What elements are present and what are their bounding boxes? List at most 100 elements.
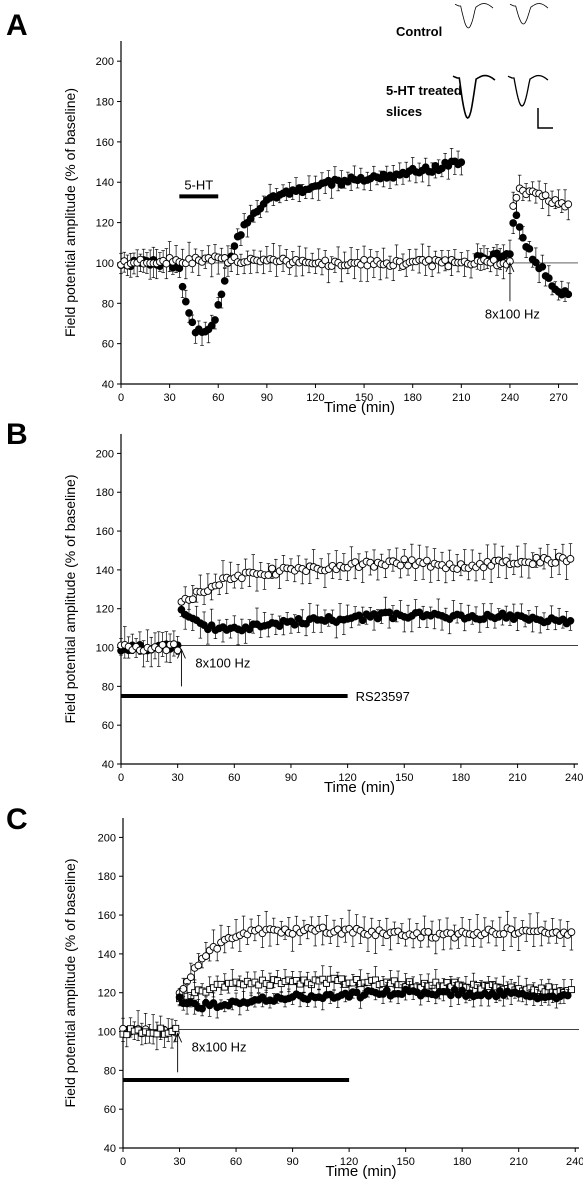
data-point [537, 984, 545, 992]
data-point [428, 168, 436, 176]
data-point [255, 981, 263, 989]
data-point [407, 556, 416, 564]
x-tick-label: 150 [355, 392, 373, 404]
data-point [202, 952, 210, 960]
y-tick-label: 140 [96, 177, 114, 189]
x-tick-label: 150 [396, 1156, 414, 1168]
x-tick-label: 240 [566, 1156, 583, 1168]
y-tick-label: 40 [102, 379, 114, 391]
y-tick-label: 100 [96, 643, 114, 655]
data-point [499, 929, 508, 938]
data-point [238, 574, 246, 583]
data-point [532, 258, 540, 267]
x-tick-label: 60 [212, 392, 224, 404]
x-tick-label: 240 [501, 392, 519, 404]
data-point [551, 558, 560, 567]
series-1 [119, 965, 575, 1045]
data-point [566, 555, 575, 563]
x-tick-label: 90 [286, 1156, 298, 1168]
data-point [220, 277, 229, 285]
data-point [321, 256, 330, 265]
y-tick-label: 160 [96, 526, 114, 538]
y-tick-label: 40 [102, 759, 114, 771]
panel-letter: C [6, 803, 28, 836]
x-tick-label: 60 [230, 1156, 242, 1168]
inset-control-label: Control [396, 24, 442, 39]
data-point [479, 563, 488, 572]
data-point [188, 595, 197, 604]
data-point [541, 191, 550, 200]
data-point [358, 616, 367, 625]
y-tick-label: 80 [102, 681, 114, 693]
x-tick-label: 30 [173, 1156, 185, 1168]
stimulus-label: 8x100 Hz [192, 1039, 247, 1054]
x-tick-label: 0 [118, 392, 124, 404]
data-point [404, 561, 412, 570]
data-point [566, 616, 575, 625]
data-point [214, 301, 223, 309]
data-point [172, 1024, 180, 1032]
data-point [186, 973, 195, 981]
data-point [444, 262, 453, 271]
data-point [181, 297, 190, 306]
data-point [213, 944, 222, 953]
data-point [509, 202, 518, 210]
data-point [519, 233, 527, 242]
data-point [207, 621, 216, 630]
x-tick-label: 0 [120, 1156, 126, 1168]
data-point [525, 244, 534, 253]
data-point [385, 608, 394, 617]
trace [507, 74, 549, 107]
y-tick-label: 160 [96, 137, 114, 149]
data-point [492, 992, 500, 1001]
data-point [215, 581, 224, 589]
y-tick-label: 120 [96, 604, 114, 616]
data-point [396, 561, 405, 570]
trace [509, 3, 549, 25]
data-point [162, 646, 171, 655]
y-tick-label: 180 [98, 871, 116, 883]
data-point [275, 622, 284, 631]
data-point [318, 923, 327, 932]
trace [452, 74, 496, 119]
data-point [221, 983, 229, 991]
data-point [432, 978, 440, 986]
data-point [373, 614, 382, 623]
data-point [538, 262, 547, 271]
y-tick-label: 100 [96, 258, 114, 270]
data-point [487, 562, 495, 570]
inset-traces: Control 5-HT treated slices [386, 3, 553, 129]
y-tick-label: 60 [102, 339, 114, 351]
data-point [389, 614, 397, 623]
data-point [428, 262, 436, 271]
trace [454, 3, 494, 29]
data-point [515, 223, 524, 231]
y-axis-label: Field potential amplitude (% of baseline… [62, 474, 78, 723]
y-tick-label: 120 [98, 988, 116, 1000]
y-tick-label: 60 [102, 720, 114, 732]
data-point [564, 290, 573, 299]
x-tick-label: 30 [163, 392, 175, 404]
x-tick-label: 150 [395, 772, 413, 784]
scale-bar [537, 108, 553, 129]
data-point [457, 158, 466, 167]
stimulus-arrow-head [505, 261, 515, 273]
panel-b: B 40 60 80 100 120 140 160 180 200 0 30 60 90 120 150 18… [6, 418, 583, 796]
data-point [158, 641, 167, 649]
x-axis-label: Time (min) [324, 779, 395, 796]
inset-treated-label-2: slices [386, 104, 422, 119]
inset-treated-label: 5-HT treated [386, 83, 462, 98]
data-point [567, 928, 576, 936]
data-point [506, 250, 514, 258]
data-point [400, 555, 409, 564]
data-point [390, 977, 398, 985]
data-point [441, 256, 449, 264]
y-tick-label: 80 [102, 298, 114, 310]
data-point [178, 282, 187, 291]
series-2 [175, 980, 572, 1019]
data-point [371, 931, 380, 940]
data-point [290, 620, 299, 629]
data-point [175, 993, 184, 1002]
data-point [458, 986, 467, 995]
x-tick-label: 90 [261, 392, 273, 404]
